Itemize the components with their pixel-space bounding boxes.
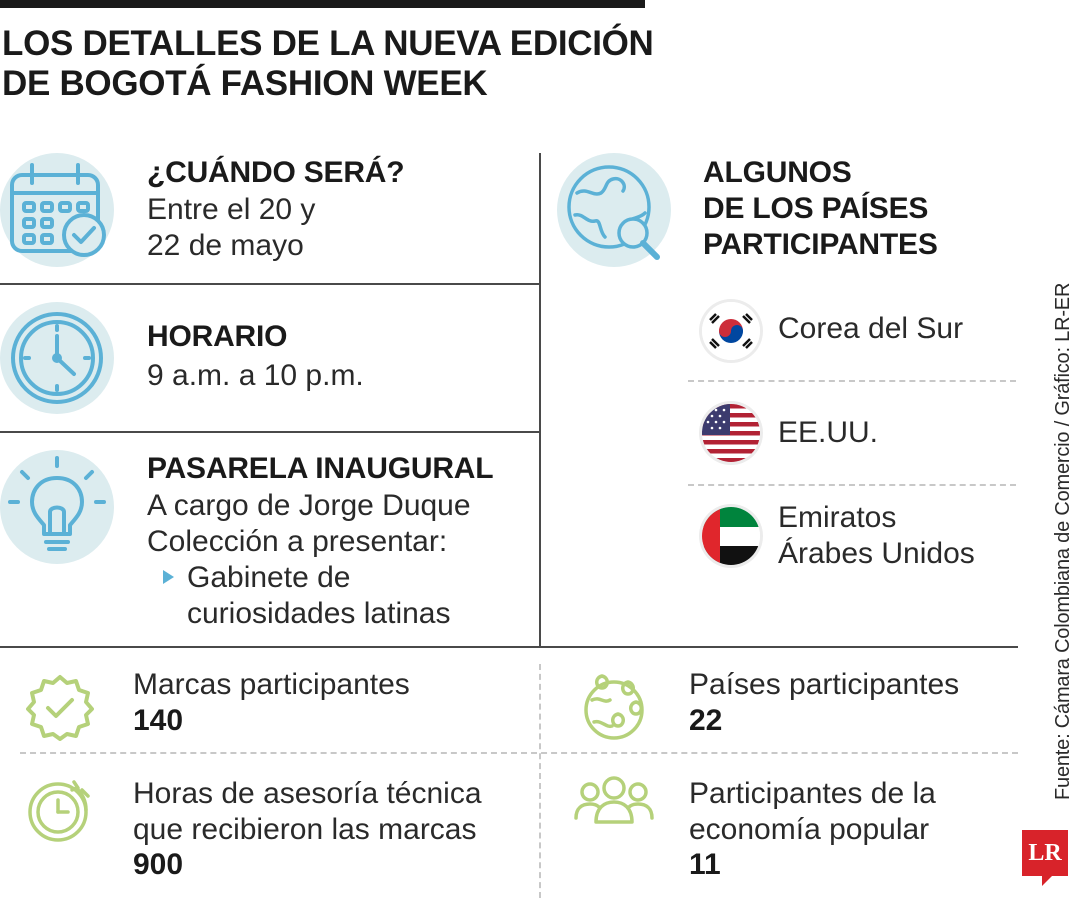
stat-popular-value: 11 <box>689 848 721 881</box>
opening-bullet-line-2: curiosidades latinas <box>187 597 451 630</box>
when-heading: ¿CUÁNDO SERÁ? <box>147 156 405 189</box>
countries-heading-line-2: DE LOS PAÍSES <box>703 192 929 225</box>
divider-2 <box>0 431 540 433</box>
globe-search-icon <box>557 153 671 267</box>
when-line-1: Entre el 20 y <box>147 193 316 226</box>
uae-flag-icon <box>702 507 760 565</box>
lightbulb-icon <box>0 450 114 564</box>
south-korea-flag-icon <box>702 302 760 360</box>
stopwatch-icon <box>24 774 96 846</box>
country-korea-label: Corea del Sur <box>778 312 964 345</box>
clock-icon <box>0 302 114 414</box>
page-title: LOS DETALLES DE LA NUEVA EDICIÓN DE BOGO… <box>2 24 682 104</box>
top-rule <box>0 0 645 8</box>
bullet-triangle-icon <box>163 570 174 584</box>
when-line-2: 22 de mayo <box>147 229 304 262</box>
opening-heading: PASARELA INAUGURAL <box>147 452 494 485</box>
stat-hours-value: 900 <box>133 848 184 881</box>
country-divider-1 <box>688 380 1016 382</box>
opening-bullet-line-1: Gabinete de <box>187 561 351 594</box>
country-uae-label-line-2: Árabes Unidos <box>778 537 975 570</box>
calendar-check-icon <box>0 153 114 267</box>
lr-logo-tail <box>1042 876 1052 886</box>
countries-heading-line-3: PARTICIPANTES <box>703 228 938 261</box>
column-divider <box>539 153 541 647</box>
usa-flag-icon <box>702 404 760 462</box>
lr-logo: LR <box>1022 830 1068 876</box>
badge-check-icon <box>26 673 94 741</box>
country-divider-2 <box>688 484 1016 486</box>
stats-divider-v <box>539 664 541 898</box>
opening-line-1: A cargo de Jorge Duque <box>147 489 471 522</box>
title-line-2: DE BOGOTÁ FASHION WEEK <box>2 64 488 103</box>
globe-pins-icon <box>580 670 652 742</box>
stat-hours-label-line-2: que recibieron las marcas <box>133 813 477 846</box>
country-uae-label-line-1: Emiratos <box>778 501 897 534</box>
group-people-icon <box>574 772 654 828</box>
stat-hours-label-line-1: Horas de asesoría técnica <box>133 777 482 810</box>
stat-popular-label-line-2: economía popular <box>689 813 930 846</box>
stat-brands-label: Marcas participantes <box>133 668 410 701</box>
stats-divider-h <box>20 752 1018 754</box>
opening-line-2: Colección a presentar: <box>147 525 448 558</box>
stat-countries-label: Países participantes <box>689 668 960 701</box>
divider-main <box>0 646 1018 648</box>
stat-popular-label-line-1: Participantes de la <box>689 777 936 810</box>
stat-countries-value: 22 <box>689 704 723 737</box>
divider-1 <box>0 283 540 285</box>
schedule-line-1: 9 a.m. a 10 p.m. <box>147 359 364 392</box>
schedule-heading: HORARIO <box>147 320 288 353</box>
title-line-1: LOS DETALLES DE LA NUEVA EDICIÓN <box>2 24 654 63</box>
source-text: Fuente: Cámara Colombiana de Comercio / … <box>1052 282 1074 800</box>
countries-heading-line-1: ALGUNOS <box>703 156 852 189</box>
stat-brands-value: 140 <box>133 704 184 737</box>
country-usa-label: EE.UU. <box>778 416 879 449</box>
